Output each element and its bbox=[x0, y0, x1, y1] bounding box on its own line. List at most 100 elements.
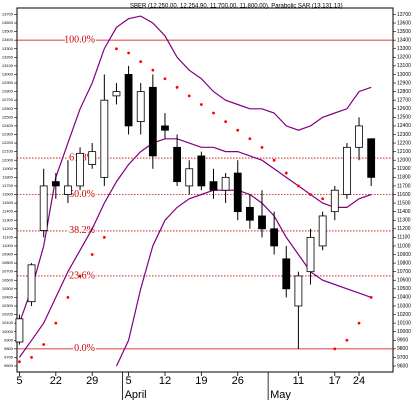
y-tick-label: 13400 bbox=[2, 37, 14, 42]
y-tick-label: 13200 bbox=[397, 55, 411, 61]
sar-dot bbox=[151, 68, 155, 72]
sar-dot bbox=[236, 128, 240, 132]
y-tick-label: 12300 bbox=[2, 132, 14, 137]
y-tick-label: 12900 bbox=[2, 80, 14, 85]
candle-body bbox=[64, 185, 72, 195]
x-tick-label: 11 bbox=[293, 375, 304, 387]
y-tick-label: 12400 bbox=[397, 123, 411, 129]
x-tick-label: 5 bbox=[126, 375, 132, 387]
sar-dot bbox=[30, 356, 33, 359]
candle-body bbox=[161, 125, 169, 131]
y-tick-label: 12000 bbox=[397, 158, 411, 164]
y-tick-label: 9800 bbox=[397, 346, 408, 352]
y-tick-label: 11300 bbox=[2, 217, 14, 222]
candle-body bbox=[88, 151, 97, 165]
sar-dot bbox=[78, 274, 82, 278]
y-tick-label: 10700 bbox=[397, 269, 411, 275]
y-tick-label: 11500 bbox=[397, 200, 411, 206]
x-tick-label: 24 bbox=[353, 375, 365, 387]
y-tick-label: 12700 bbox=[2, 97, 14, 102]
fib-label: 23.6% bbox=[69, 270, 95, 281]
candle-body bbox=[282, 258, 291, 290]
sar-dot bbox=[199, 103, 203, 106]
y-tick-label: 10700 bbox=[2, 269, 14, 274]
sar-dot bbox=[224, 120, 228, 124]
x-tick-label: 17 bbox=[329, 375, 341, 387]
sar-dot bbox=[260, 145, 264, 149]
candle-body bbox=[258, 215, 266, 230]
candle-body bbox=[306, 236, 315, 273]
y-tick-label: 13300 bbox=[397, 46, 411, 52]
sar-dot bbox=[296, 184, 300, 188]
candle-body bbox=[185, 168, 194, 187]
candle-body bbox=[245, 206, 254, 221]
sar-dot bbox=[272, 158, 276, 162]
fib-label: 0.0% bbox=[74, 343, 95, 354]
candle-body bbox=[330, 189, 339, 213]
y-tick-label: 10500 bbox=[2, 286, 14, 291]
candle-body bbox=[270, 228, 279, 247]
y-tick-label: 12100 bbox=[2, 149, 14, 154]
y-tick-label: 11800 bbox=[397, 175, 411, 181]
y-tick-label: 11600 bbox=[397, 192, 411, 198]
y-tick-label: 12500 bbox=[397, 115, 411, 121]
y-tick-label: 13600 bbox=[397, 20, 411, 26]
candle-body bbox=[15, 318, 24, 343]
sar-dot bbox=[321, 197, 325, 201]
y-tick-label: 9600 bbox=[397, 363, 408, 369]
x-tick-label: 5 bbox=[16, 375, 22, 387]
sar-dot bbox=[42, 343, 46, 346]
y-tick-label: 10500 bbox=[397, 286, 411, 292]
x-tick-label: 29 bbox=[86, 375, 98, 387]
y-tick-label: 11100 bbox=[397, 235, 410, 241]
y-tick-label: 10100 bbox=[397, 320, 411, 326]
candle-body bbox=[343, 146, 351, 195]
sar-dot bbox=[345, 338, 349, 342]
y-tick-label: 9600 bbox=[4, 363, 14, 368]
sar-dot bbox=[212, 111, 215, 115]
sar-dot bbox=[333, 347, 337, 351]
candle-body bbox=[39, 185, 48, 231]
fib-label: 100.0% bbox=[64, 34, 95, 45]
y-tick-label: 10000 bbox=[397, 329, 411, 335]
candle-body bbox=[51, 181, 60, 187]
y-tick-label: 11400 bbox=[397, 209, 411, 215]
y-tick-label: 12600 bbox=[2, 106, 14, 111]
y-tick-label: 12600 bbox=[397, 106, 411, 112]
plot-frame bbox=[16, 7, 394, 373]
month-label: May bbox=[270, 389, 291, 400]
candle-body bbox=[221, 176, 230, 191]
y-tick-label: 11800 bbox=[2, 174, 14, 179]
y-tick-label: 11200 bbox=[2, 226, 14, 231]
month-label: April bbox=[125, 389, 147, 400]
y-tick-label: 12800 bbox=[2, 89, 14, 94]
y-tick-label: 13700 bbox=[2, 11, 14, 16]
y-tick-label: 11900 bbox=[2, 166, 14, 171]
y-tick-label: 12000 bbox=[2, 157, 14, 162]
candle-body bbox=[367, 138, 376, 178]
y-tick-label: 13500 bbox=[2, 29, 14, 34]
candle-body bbox=[112, 91, 121, 97]
y-tick-label: 11900 bbox=[397, 166, 411, 172]
y-tick-label: 10300 bbox=[2, 303, 14, 308]
y-tick-label: 11400 bbox=[2, 209, 14, 214]
y-tick-label: 11100 bbox=[2, 234, 13, 239]
y-tick-label: 9900 bbox=[397, 338, 408, 344]
y-tick-label: 13100 bbox=[397, 63, 411, 69]
y-tick-label: 10100 bbox=[2, 320, 14, 325]
sar-dot bbox=[102, 235, 106, 239]
candle-body bbox=[294, 275, 303, 307]
y-tick-label: 10900 bbox=[397, 252, 411, 258]
candle-body bbox=[233, 172, 242, 213]
sar-dot bbox=[66, 295, 70, 299]
sar-dot bbox=[187, 94, 191, 98]
candle-body bbox=[197, 155, 206, 187]
sar-dot bbox=[175, 85, 179, 89]
y-tick-label: 13000 bbox=[397, 72, 411, 78]
sar-dot bbox=[90, 253, 94, 256]
candle-body bbox=[148, 86, 157, 157]
y-tick-label: 11700 bbox=[2, 183, 14, 188]
y-tick-label: 12300 bbox=[397, 132, 411, 138]
